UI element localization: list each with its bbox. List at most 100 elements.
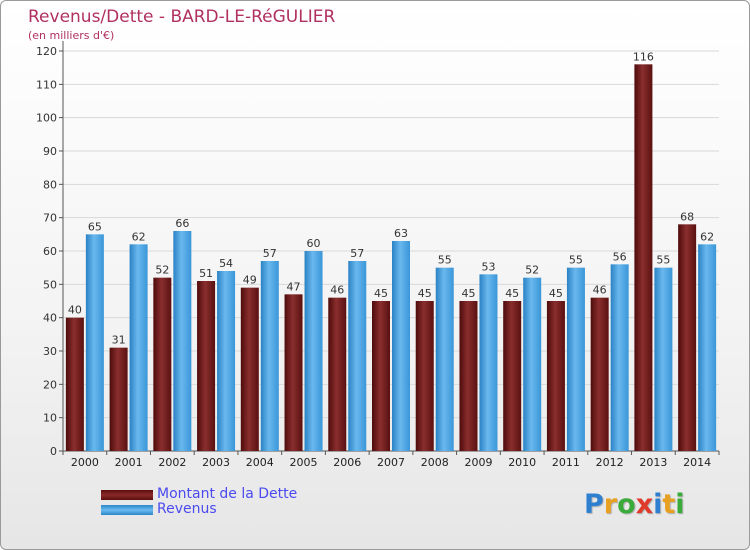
data-label-dette: 45	[374, 287, 388, 300]
logo-letter: r	[603, 489, 618, 520]
bar-dette	[546, 301, 565, 451]
chart-subtitle: (en milliers d'€)	[28, 29, 115, 42]
y-tick-label: 40	[43, 312, 57, 325]
bar-dette	[503, 301, 522, 451]
bar-revenus	[217, 271, 236, 451]
bar-dette	[459, 301, 478, 451]
chart-title: Revenus/Dette - BARD-LE-RéGULIER	[28, 7, 336, 27]
y-tick-label: 80	[43, 178, 57, 191]
data-label-revenus: 56	[613, 250, 627, 263]
x-tick-label: 2014	[683, 456, 711, 469]
x-tick-label: 2011	[552, 456, 580, 469]
bar-revenus	[479, 274, 498, 451]
data-label-dette: 45	[549, 287, 563, 300]
y-tick-label: 90	[43, 145, 57, 158]
bar-revenus	[610, 264, 629, 451]
bar-revenus	[654, 267, 673, 451]
x-tick-label: 2000	[71, 456, 99, 469]
bar-dette	[634, 64, 653, 452]
x-tick-label: 2012	[596, 456, 624, 469]
legend-label-revenus: Revenus	[157, 501, 217, 517]
data-label-revenus: 57	[263, 247, 277, 260]
data-label-revenus: 62	[700, 230, 714, 243]
y-tick-label: 20	[43, 378, 57, 391]
bar-revenus	[260, 261, 279, 451]
data-label-dette: 49	[243, 274, 257, 287]
data-label-dette: 116	[633, 50, 654, 63]
x-tick-label: 2001	[115, 456, 143, 469]
bar-revenus	[85, 234, 104, 451]
bar-dette	[415, 301, 434, 451]
y-tick-label: 0	[50, 445, 57, 458]
y-tick-label: 30	[43, 345, 57, 358]
bar-revenus	[392, 241, 410, 451]
bar-dette	[372, 301, 390, 451]
data-label-dette: 40	[68, 304, 82, 317]
data-label-dette: 45	[461, 287, 475, 300]
y-tick-label: 10	[43, 412, 57, 425]
data-label-dette: 51	[199, 267, 213, 280]
bar-revenus	[129, 244, 148, 451]
bar-dette	[328, 297, 347, 451]
bar-dette	[678, 224, 697, 451]
bar-dette	[109, 347, 128, 451]
bar-dette	[197, 281, 216, 451]
logo-letter: o	[617, 489, 636, 520]
x-tick-label: 2010	[508, 456, 536, 469]
proxiti-logo: Proxiti	[584, 489, 685, 520]
data-label-dette: 46	[330, 284, 344, 297]
data-label-revenus: 54	[219, 257, 233, 270]
data-label-dette: 46	[593, 284, 607, 297]
data-label-revenus: 65	[88, 220, 102, 233]
data-label-dette: 52	[155, 264, 169, 277]
x-tick-label: 2003	[202, 456, 230, 469]
data-label-revenus: 55	[656, 254, 670, 267]
x-tick-label: 2002	[158, 456, 186, 469]
data-label-revenus: 62	[132, 230, 146, 243]
x-tick-label: 2005	[290, 456, 318, 469]
data-label-revenus: 60	[307, 237, 321, 250]
data-label-dette: 47	[287, 280, 301, 293]
bar-revenus	[304, 251, 323, 451]
y-tick-label: 60	[43, 245, 57, 258]
x-tick-label: 2013	[639, 456, 667, 469]
data-label-revenus: 55	[438, 254, 452, 267]
data-label-dette: 45	[505, 287, 519, 300]
legend-swatch-revenus	[101, 505, 153, 515]
bar-dette	[284, 294, 303, 451]
logo-letter: x	[635, 489, 654, 520]
x-tick-label: 2008	[421, 456, 449, 469]
bar-revenus	[566, 267, 585, 451]
bar-revenus	[348, 261, 367, 451]
data-label-dette: 45	[418, 287, 432, 300]
data-label-revenus: 66	[175, 217, 189, 230]
bar-dette	[590, 297, 609, 451]
data-label-revenus: 63	[394, 227, 408, 240]
data-label-revenus: 53	[481, 260, 495, 273]
logo-letter: t	[662, 489, 676, 520]
data-label-revenus: 55	[569, 254, 583, 267]
y-tick-label: 70	[43, 212, 57, 225]
data-label-revenus: 52	[525, 264, 539, 277]
bar-revenus	[435, 267, 454, 451]
bar-dette	[240, 287, 259, 451]
bar-revenus	[173, 231, 192, 451]
logo-letter: i	[653, 489, 663, 520]
legend-label-dette: Montant de la Dette	[157, 486, 298, 502]
data-label-revenus: 57	[350, 247, 364, 260]
y-tick-label: 100	[36, 112, 57, 125]
x-tick-label: 2007	[377, 456, 405, 469]
y-tick-label: 120	[36, 45, 57, 58]
y-tick-label: 50	[43, 278, 57, 291]
x-tick-label: 2009	[464, 456, 492, 469]
logo-letter: P	[584, 489, 604, 520]
bar-revenus	[698, 244, 717, 451]
data-label-dette: 68	[680, 210, 694, 223]
bar-revenus	[523, 277, 542, 451]
data-label-dette: 31	[112, 334, 126, 347]
x-tick-label: 2006	[333, 456, 361, 469]
bar-dette	[153, 277, 172, 451]
x-tick-label: 2004	[246, 456, 274, 469]
